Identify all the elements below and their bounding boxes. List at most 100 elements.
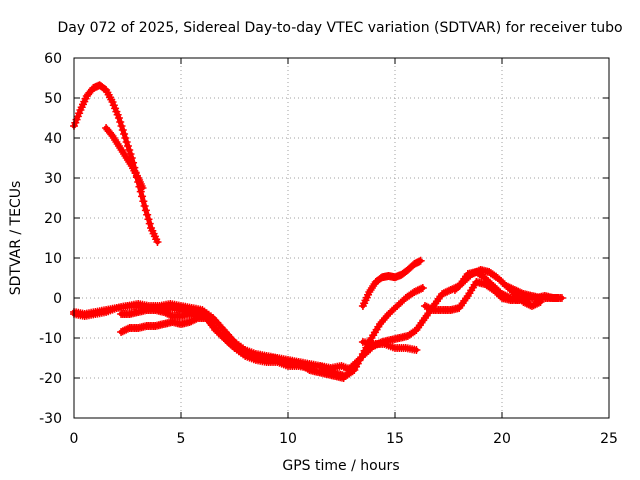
data-point xyxy=(125,146,134,154)
data-point xyxy=(427,305,436,314)
data-point xyxy=(410,327,419,336)
data-point xyxy=(118,126,127,134)
x-tick-label: 10 xyxy=(279,431,297,447)
data-point xyxy=(503,282,512,291)
data-point xyxy=(416,256,425,265)
x-tick-label: 5 xyxy=(177,431,186,447)
data-point xyxy=(413,286,422,295)
data-point xyxy=(512,286,521,295)
data-point xyxy=(117,328,126,336)
data-point xyxy=(145,219,154,228)
data-point xyxy=(153,238,162,246)
y-tick-label: 0 xyxy=(53,291,62,307)
data-point xyxy=(443,287,452,296)
data-point xyxy=(412,346,421,354)
data-point xyxy=(417,284,426,293)
data-point xyxy=(166,311,175,320)
data-point xyxy=(159,308,168,316)
data-point xyxy=(553,294,562,302)
data-point xyxy=(531,300,540,309)
data-series xyxy=(70,81,566,382)
x-tick-label: 25 xyxy=(600,431,618,447)
data-point xyxy=(509,285,518,294)
data-point xyxy=(527,302,536,310)
y-tick-label: 30 xyxy=(44,171,62,187)
data-point xyxy=(438,290,447,298)
data-point xyxy=(243,349,252,358)
data-point xyxy=(517,289,526,298)
y-tick-label: 50 xyxy=(44,91,62,107)
data-point xyxy=(139,197,148,206)
y-tick-label: -30 xyxy=(39,411,62,427)
data-point xyxy=(322,365,331,374)
data-point xyxy=(120,130,129,138)
data-point xyxy=(118,327,127,336)
axis-ticks: 0 5 10 15 20 25 -30 -20 -10 0 10 20 30 40 50 60 xyxy=(39,51,618,447)
data-point xyxy=(521,298,530,307)
data-point xyxy=(317,362,326,371)
data-point xyxy=(410,288,419,296)
data-point xyxy=(524,300,533,309)
data-point xyxy=(123,142,132,150)
satellite-track-8 xyxy=(358,256,425,310)
data-point xyxy=(514,287,523,296)
data-point xyxy=(444,286,453,295)
data-point xyxy=(426,304,435,313)
x-tick-label: 20 xyxy=(493,431,511,447)
data-point xyxy=(469,269,478,278)
data-point xyxy=(122,325,131,334)
data-point xyxy=(529,301,538,310)
data-point xyxy=(439,289,448,298)
data-point xyxy=(230,342,239,351)
data-point xyxy=(303,364,312,373)
data-point xyxy=(316,362,325,370)
satellite-track-2 xyxy=(102,124,147,192)
data-point xyxy=(441,288,450,297)
data-point xyxy=(324,366,333,374)
data-point xyxy=(121,134,130,142)
data-point xyxy=(187,317,196,326)
satellite-track-6 xyxy=(117,306,211,320)
data-point xyxy=(228,342,237,350)
data-point xyxy=(471,268,480,277)
y-tick-label: -10 xyxy=(39,331,62,347)
data-point xyxy=(507,284,516,293)
y-tick-label: -20 xyxy=(39,371,62,387)
data-point xyxy=(240,347,249,356)
data-point xyxy=(473,267,482,276)
data-point xyxy=(140,202,149,210)
data-point xyxy=(502,282,511,290)
data-point xyxy=(202,310,211,318)
data-point xyxy=(120,326,129,335)
data-point xyxy=(278,357,287,366)
chart-title: Day 072 of 2025, Sidereal Day-to-day VTE… xyxy=(57,20,622,36)
data-point xyxy=(116,118,125,126)
data-point xyxy=(163,309,172,318)
satellite-track-1 xyxy=(70,81,162,246)
data-point xyxy=(418,284,427,292)
data-point xyxy=(236,346,245,354)
data-point xyxy=(321,364,330,373)
y-tick-label: 40 xyxy=(44,131,62,147)
data-point xyxy=(138,184,147,192)
data-point xyxy=(319,363,328,372)
data-point xyxy=(242,348,251,357)
y-axis-label: SDTVAR / TECUs xyxy=(8,181,24,296)
y-tick-label: 20 xyxy=(44,211,62,227)
data-point xyxy=(468,270,477,278)
y-tick-label: 60 xyxy=(44,51,62,67)
data-point xyxy=(331,369,340,378)
data-point xyxy=(233,344,242,353)
data-point xyxy=(505,283,514,292)
data-point xyxy=(411,287,420,296)
data-point xyxy=(231,343,240,352)
data-point xyxy=(272,354,281,363)
data-point xyxy=(515,288,524,297)
data-point xyxy=(510,286,519,294)
x-tick-label: 15 xyxy=(386,431,404,447)
data-point xyxy=(122,138,131,146)
data-point xyxy=(519,298,528,306)
data-point xyxy=(143,210,152,219)
data-point xyxy=(328,367,337,376)
